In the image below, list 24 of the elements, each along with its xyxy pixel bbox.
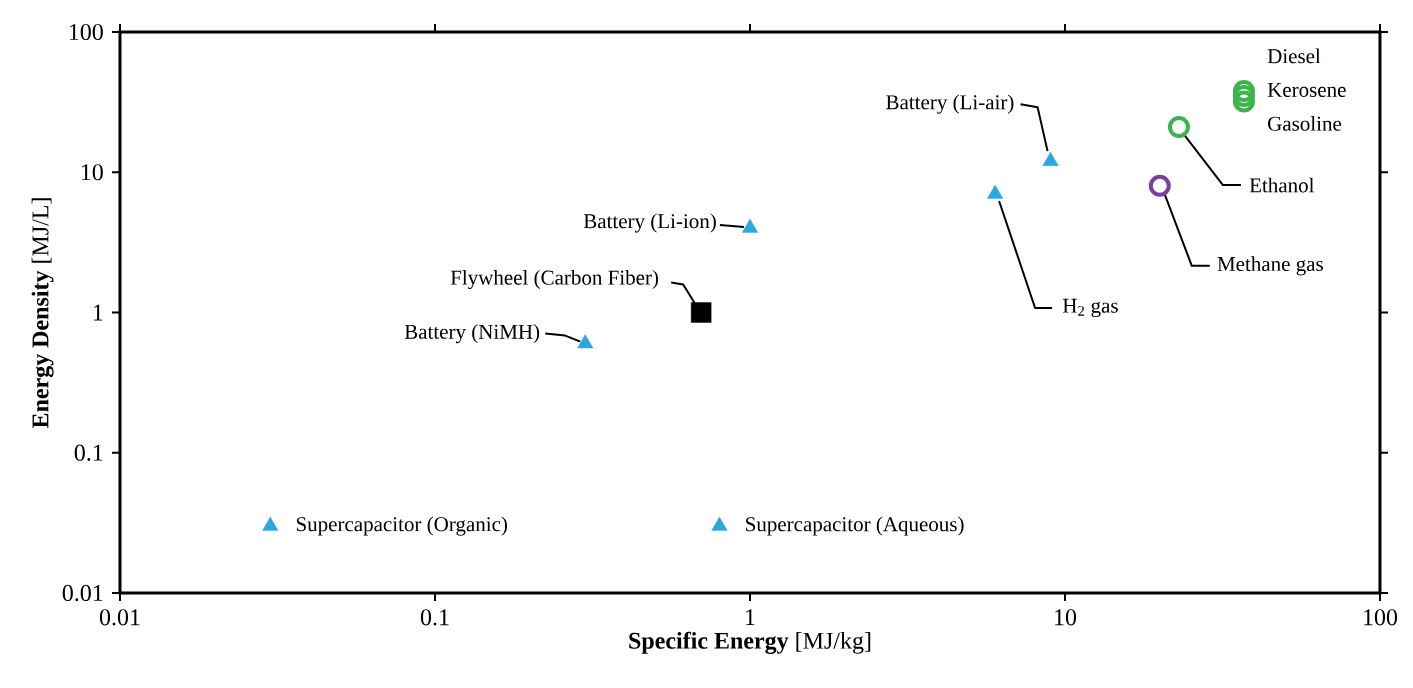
y-tick-label: 10: [81, 164, 103, 181]
annotation: Supercapacitor (Organic): [296, 516, 508, 536]
annotation: Battery (Li-air): [886, 94, 1014, 114]
annotation: Supercapacitor (Aqueous): [746, 516, 964, 536]
annotation: Diesel: [1267, 48, 1321, 64]
annotation: Methane gas: [1217, 256, 1323, 276]
annotation: Kerosene: [1267, 82, 1346, 97]
x-tick-label: 0.1: [420, 609, 449, 626]
annotation: Flywheel (Carbon Fiber): [450, 269, 659, 290]
annotation: Ethanol: [1249, 177, 1315, 193]
y-tick-label: 0.01: [62, 584, 103, 602]
annotation: Gasoline: [1268, 116, 1342, 131]
annotation: Battery (Li-ion): [583, 213, 716, 233]
y-tick-label: 100: [69, 23, 103, 41]
y-tick-label: 1: [93, 304, 103, 321]
y-tick-label: 0.1: [74, 444, 103, 461]
x-tick-label: 1: [746, 609, 755, 626]
x-tick-label: 100: [1364, 609, 1398, 626]
x-tick-label: 10: [1055, 609, 1077, 626]
x-axis-title: Specific Energy [MJ/kg]: [629, 631, 871, 654]
annotation: Battery (NiMH): [404, 324, 540, 344]
y-axis-title: Energy Density [MJ/L]: [31, 198, 54, 429]
x-tick-label: 0.01: [99, 609, 140, 626]
annotation: H$_{2}$ gas: [1062, 298, 1118, 318]
